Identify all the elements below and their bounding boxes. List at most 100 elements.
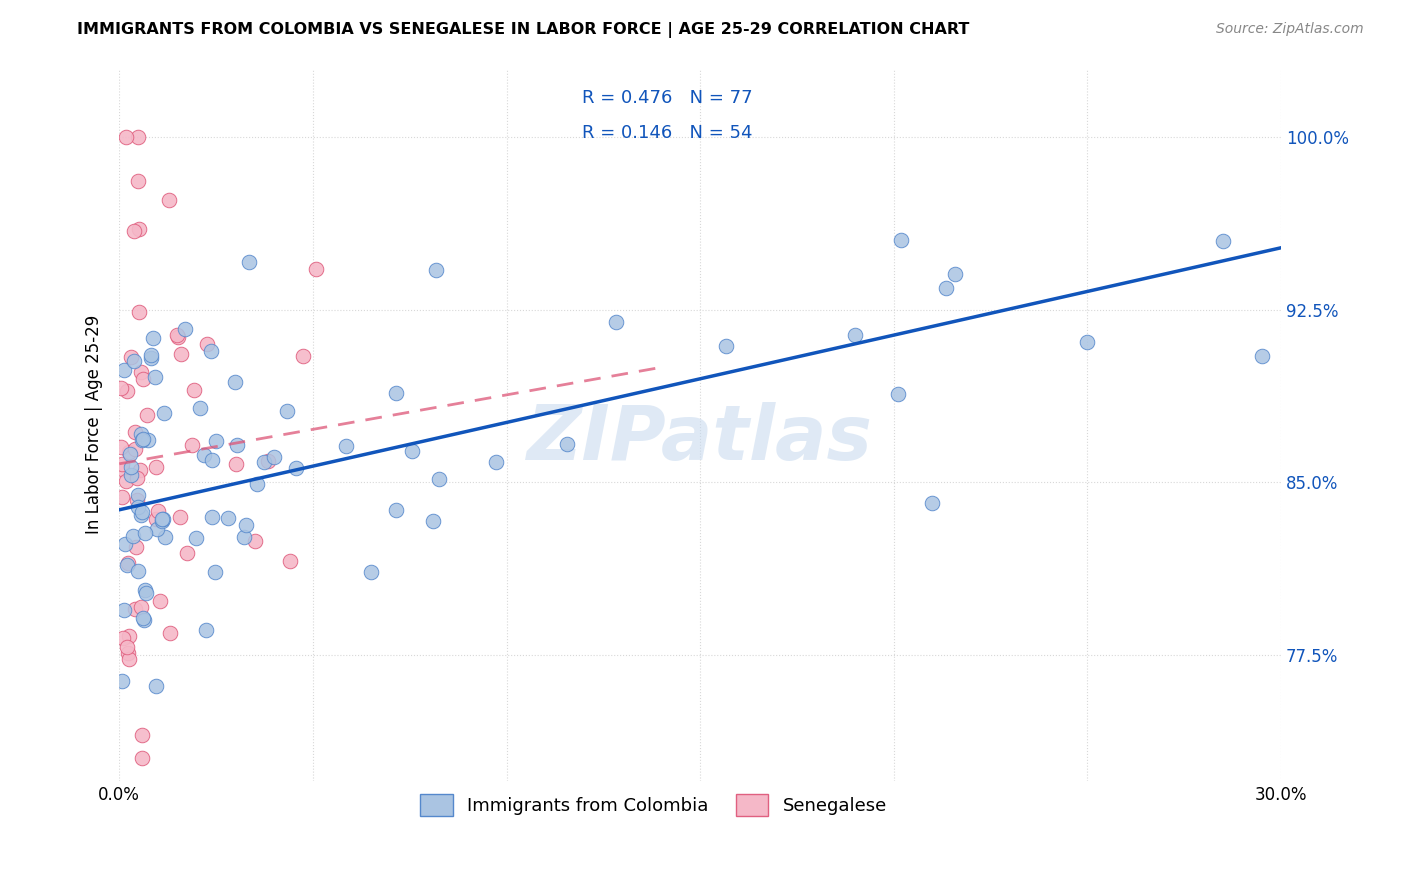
Point <box>256 454 278 468</box>
Point <box>245 477 267 491</box>
Point <box>422 514 444 528</box>
Point <box>131 600 153 615</box>
Point <box>183 383 205 397</box>
Point <box>425 262 447 277</box>
Legend: Immigrants from Colombia, Senegalese: Immigrants from Colombia, Senegalese <box>412 785 896 825</box>
Point <box>167 330 190 344</box>
Point <box>112 603 135 617</box>
Point <box>385 503 408 517</box>
Point <box>193 448 215 462</box>
Point <box>890 234 912 248</box>
Point <box>291 349 314 363</box>
Point <box>152 511 174 525</box>
Point <box>125 493 148 508</box>
Point <box>127 564 149 578</box>
Point <box>125 540 148 554</box>
Point <box>174 322 197 336</box>
Point <box>115 384 138 398</box>
Point <box>132 613 155 627</box>
Point <box>127 174 149 188</box>
Point <box>112 363 135 377</box>
Text: IMMIGRANTS FROM COLOMBIA VS SENEGALESE IN LABOR FORCE | AGE 25-29 CORRELATION CH: IMMIGRANTS FROM COLOMBIA VS SENEGALESE I… <box>77 22 970 38</box>
Point <box>886 387 908 401</box>
Point <box>117 556 139 570</box>
Point <box>131 433 153 447</box>
Point <box>131 426 153 441</box>
Point <box>132 611 155 625</box>
Point <box>139 348 162 362</box>
Point <box>176 546 198 560</box>
Point <box>115 475 138 489</box>
Point <box>170 347 193 361</box>
Text: R = 0.476   N = 77: R = 0.476 N = 77 <box>582 89 752 107</box>
Point <box>200 509 222 524</box>
Point <box>305 261 328 276</box>
Point <box>245 534 267 549</box>
Point <box>145 679 167 693</box>
Point <box>131 505 153 519</box>
Point <box>111 673 134 688</box>
Point <box>120 468 142 483</box>
Point <box>188 401 211 415</box>
Point <box>921 496 943 510</box>
Point <box>181 438 204 452</box>
Point <box>194 623 217 637</box>
Point <box>217 511 239 525</box>
Text: ZIPatlas: ZIPatlas <box>527 402 873 476</box>
Text: Source: ZipAtlas.com: Source: ZipAtlas.com <box>1216 22 1364 37</box>
Point <box>253 455 276 469</box>
Point <box>127 488 149 502</box>
Point <box>124 425 146 439</box>
Point <box>557 436 579 450</box>
Point <box>115 130 138 145</box>
Point <box>127 500 149 514</box>
Point <box>146 504 169 518</box>
Point <box>943 267 966 281</box>
Point <box>122 354 145 368</box>
Point <box>127 471 149 485</box>
Y-axis label: In Labor Force | Age 25-29: In Labor Force | Age 25-29 <box>86 315 103 534</box>
Point <box>384 385 406 400</box>
Point <box>127 130 149 145</box>
Point <box>145 459 167 474</box>
Point <box>153 530 176 544</box>
Point <box>131 751 153 765</box>
Point <box>714 338 737 352</box>
Point <box>485 455 508 469</box>
Point <box>226 438 249 452</box>
Point <box>114 537 136 551</box>
Point <box>111 631 134 645</box>
Point <box>204 565 226 579</box>
Point <box>115 640 138 655</box>
Point <box>111 490 134 504</box>
Point <box>136 433 159 447</box>
Point <box>129 508 152 522</box>
Point <box>1076 334 1098 349</box>
Point <box>159 626 181 640</box>
Point <box>117 652 139 666</box>
Point <box>110 381 132 395</box>
Point <box>238 255 260 269</box>
Point <box>142 331 165 345</box>
Point <box>124 442 146 456</box>
Point <box>143 369 166 384</box>
Point <box>166 327 188 342</box>
Point <box>117 647 139 661</box>
Point <box>121 459 143 474</box>
Point <box>122 528 145 542</box>
Point <box>120 447 142 461</box>
Point <box>131 372 153 386</box>
Point <box>122 224 145 238</box>
Point <box>135 408 157 422</box>
Point <box>111 462 134 476</box>
Point <box>110 440 132 454</box>
Point <box>280 553 302 567</box>
Point <box>1212 234 1234 248</box>
Point <box>225 457 247 471</box>
Point <box>118 629 141 643</box>
Point <box>149 594 172 608</box>
Point <box>232 530 254 544</box>
Point <box>120 350 142 364</box>
Point <box>335 439 357 453</box>
Point <box>844 328 866 343</box>
